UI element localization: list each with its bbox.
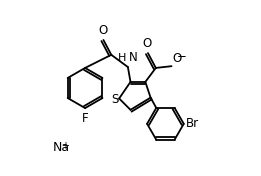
Text: N: N <box>129 51 138 64</box>
Text: S: S <box>111 93 118 106</box>
Text: Na: Na <box>53 141 70 154</box>
Text: +: + <box>61 141 69 151</box>
Text: O: O <box>143 37 152 50</box>
Text: O: O <box>98 24 107 37</box>
Text: Br: Br <box>186 117 199 130</box>
Text: F: F <box>82 112 88 125</box>
Text: −: − <box>177 50 187 63</box>
Text: H: H <box>118 53 126 63</box>
Text: O: O <box>173 52 182 65</box>
